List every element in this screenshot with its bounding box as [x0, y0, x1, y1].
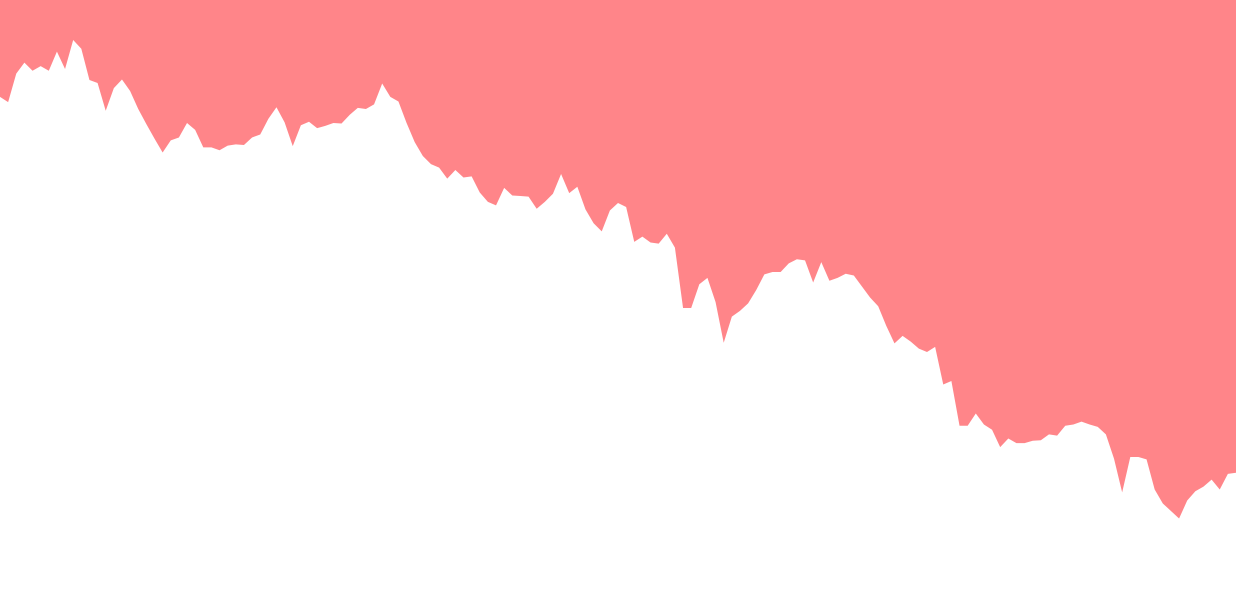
series-area [0, 0, 1236, 519]
